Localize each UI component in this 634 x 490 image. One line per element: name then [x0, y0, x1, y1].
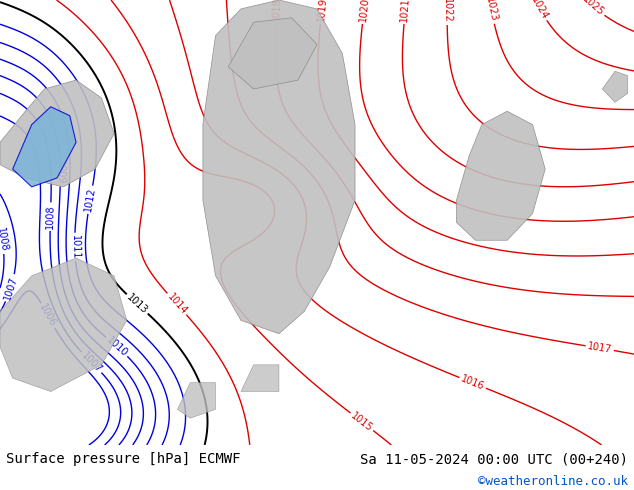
- Text: 1007: 1007: [2, 275, 19, 301]
- Polygon shape: [13, 107, 76, 187]
- Text: 1020: 1020: [358, 0, 370, 23]
- Text: 1022: 1022: [442, 0, 452, 23]
- Text: 1006: 1006: [37, 302, 58, 329]
- Text: 1019: 1019: [316, 0, 328, 23]
- Text: 1012: 1012: [83, 187, 97, 213]
- Polygon shape: [178, 383, 216, 418]
- Polygon shape: [203, 0, 355, 334]
- Text: 1008: 1008: [0, 227, 9, 253]
- Text: ©weatheronline.co.uk: ©weatheronline.co.uk: [477, 475, 628, 489]
- Polygon shape: [241, 365, 279, 392]
- Text: 1011: 1011: [70, 235, 80, 259]
- Text: 1021: 1021: [399, 0, 411, 23]
- Text: 1017: 1017: [586, 341, 612, 355]
- Text: 1007: 1007: [79, 350, 104, 375]
- Text: 1008: 1008: [45, 204, 56, 229]
- Polygon shape: [456, 111, 545, 240]
- Text: 1014: 1014: [165, 292, 189, 317]
- Text: 1023: 1023: [484, 0, 499, 23]
- Text: 1010: 1010: [105, 335, 129, 359]
- Polygon shape: [0, 80, 114, 187]
- Text: 1009: 1009: [55, 160, 65, 184]
- Text: Surface pressure [hPa] ECMWF: Surface pressure [hPa] ECMWF: [6, 452, 241, 466]
- Polygon shape: [0, 258, 127, 392]
- Polygon shape: [228, 18, 317, 89]
- Text: 1018: 1018: [271, 0, 282, 23]
- Text: 1016: 1016: [460, 374, 486, 392]
- Text: Sa 11-05-2024 00:00 UTC (00+240): Sa 11-05-2024 00:00 UTC (00+240): [359, 452, 628, 466]
- Text: 1025: 1025: [581, 0, 606, 18]
- Text: 1013: 1013: [125, 292, 150, 316]
- Polygon shape: [602, 71, 628, 102]
- Text: 1024: 1024: [529, 0, 550, 21]
- Text: 1015: 1015: [349, 410, 375, 433]
